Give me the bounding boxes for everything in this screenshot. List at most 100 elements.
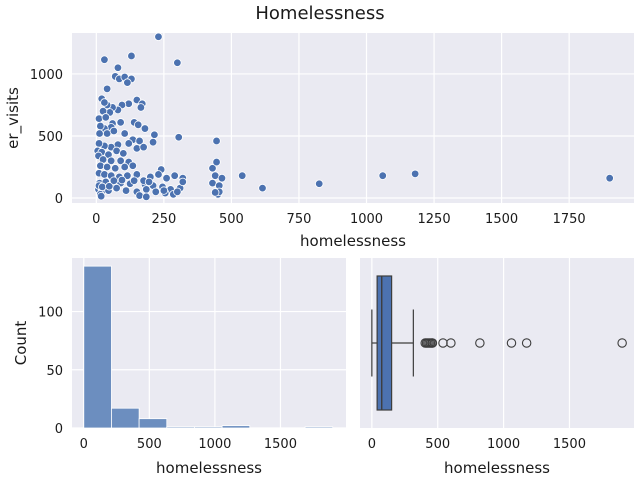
histogram-bar (111, 407, 140, 429)
scatter-point (178, 177, 187, 187)
scatter-tick-labels: 0 250 500 750 1000 1250 1500 1750 0 500 1000 (30, 68, 586, 227)
histogram-y-tick-label: 50 (46, 364, 63, 379)
scatter-point (154, 170, 163, 179)
scatter-point (101, 113, 110, 122)
scatter-point (124, 99, 133, 108)
scatter-point (140, 124, 150, 133)
boxplot-x-label: homelessness (444, 459, 550, 477)
scatter-point (142, 192, 151, 201)
scatter-point (120, 129, 129, 138)
scatter-point (212, 136, 221, 146)
scatter-point (211, 188, 220, 197)
boxplot-marks (371, 275, 627, 411)
boxplot-outlier (427, 338, 438, 348)
histogram-x-tick-label: 1000 (198, 437, 231, 452)
boxplot-outlier (475, 338, 485, 348)
scatter-point (208, 164, 217, 173)
scatter-y-tick-label: 1000 (30, 68, 63, 83)
scatter-point (120, 162, 129, 172)
scatter-point (116, 156, 125, 166)
histogram-bar (166, 426, 195, 429)
histogram-bar (138, 418, 168, 429)
boxplot-box (376, 275, 393, 411)
scatter-x-tick-label: 500 (219, 212, 244, 227)
histogram-y-tick-label: 100 (38, 306, 63, 321)
scatter-point (148, 137, 158, 147)
scatter-point (98, 182, 107, 192)
scatter-point (106, 156, 116, 166)
scatter-point (238, 171, 247, 180)
scatter-point (121, 186, 131, 195)
scatter-point (95, 129, 104, 138)
scatter-point (139, 142, 148, 152)
scatter-x-tick-label: 1000 (350, 212, 383, 227)
scatter-point (133, 120, 143, 130)
scatter-point (173, 58, 182, 67)
scatter-point (102, 162, 112, 172)
histogram-x-tick-label: 1500 (264, 437, 297, 452)
scatter-point (144, 177, 154, 187)
scatter-point (123, 78, 132, 87)
scatter-points (93, 32, 614, 201)
scatter-point (159, 186, 169, 195)
scatter-point (212, 157, 221, 167)
scatter-x-tick-label: 1250 (418, 212, 451, 227)
scatter-panel: 0 250 500 750 1000 1250 1500 1750 0 500 1000 homel… (4, 32, 634, 250)
scatter-point (123, 171, 132, 180)
histogram-bar (221, 425, 251, 429)
scatter-grid (72, 33, 634, 203)
scatter-point (94, 114, 104, 123)
scatter-point (105, 182, 114, 191)
histogram-bar (83, 265, 112, 429)
scatter-point (151, 187, 160, 197)
scatter-point (132, 144, 142, 153)
scatter-point (116, 118, 125, 127)
scatter-point (96, 161, 105, 170)
scatter-point (135, 136, 144, 146)
scatter-point (128, 161, 137, 170)
scatter-point (109, 176, 119, 185)
boxplot-tick-labels: 0 500 1000 1500 (368, 437, 586, 452)
scatter-point (94, 139, 104, 148)
figure-title: Homelessness (255, 3, 384, 24)
scatter-point (117, 175, 127, 185)
scatter-point (174, 133, 183, 142)
scatter-y-label: er_visits (4, 87, 23, 149)
scatter-point (119, 149, 128, 158)
scatter-point (605, 173, 614, 183)
histogram-y-label: Count (12, 321, 30, 366)
scatter-point (315, 179, 324, 188)
scatter-point (136, 103, 146, 112)
scatter-point (170, 171, 179, 180)
scatter-point (135, 191, 144, 200)
histogram-bar (304, 426, 334, 429)
scatter-x-tick-label: 1750 (553, 212, 586, 227)
scatter-point (142, 185, 151, 194)
histogram-bar (194, 426, 223, 429)
scatter-y-tick-label: 500 (38, 130, 63, 145)
boxplot-panel: 0 500 1000 1500 homelessness (360, 258, 634, 477)
scatter-point (154, 32, 163, 41)
scatter-point (378, 171, 387, 180)
histogram-x-label: homelessness (156, 459, 262, 477)
boxplot-outlier (506, 338, 517, 348)
scatter-point (112, 183, 121, 193)
histogram-bars (83, 265, 334, 429)
boxplot-x-tick-label: 1000 (487, 437, 520, 452)
boxplot-x-tick-label: 500 (425, 437, 450, 452)
histogram-background (72, 258, 346, 428)
histogram-x-tick-label: 500 (137, 437, 162, 452)
scatter-point (100, 98, 109, 107)
scatter-point (129, 176, 139, 185)
scatter-point (410, 169, 420, 179)
scatter-point (258, 183, 267, 193)
boxplot-x-tick-label: 0 (368, 437, 376, 452)
scatter-x-label: homelessness (300, 232, 406, 250)
scatter-point (96, 121, 105, 131)
scatter-point (150, 130, 159, 139)
scatter-point (100, 170, 109, 179)
histogram-y-tick-label: 0 (55, 422, 63, 437)
scatter-point (162, 173, 171, 183)
scatter-point (100, 55, 109, 64)
